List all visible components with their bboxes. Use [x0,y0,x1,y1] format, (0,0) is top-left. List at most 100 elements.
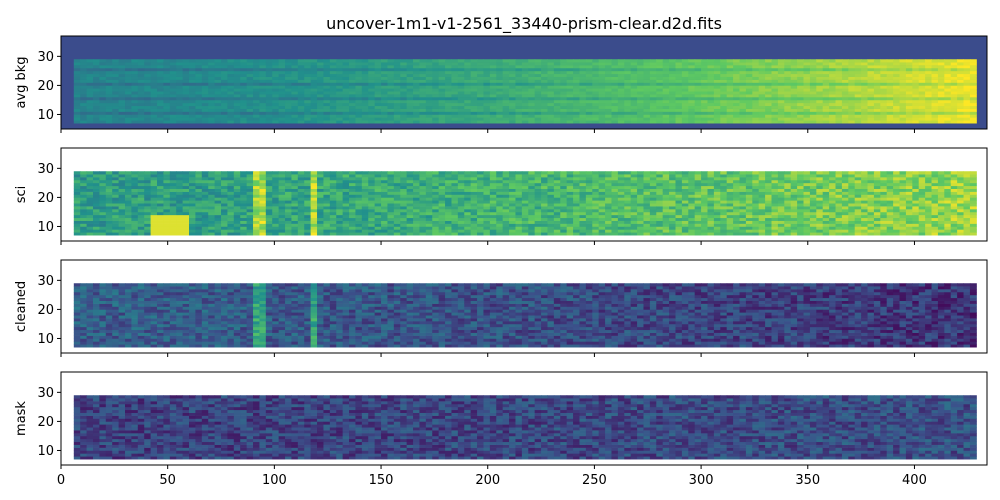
heatmap-cell [169,191,177,195]
heatmap-cell [765,97,772,101]
heatmap-cell [317,120,324,124]
heatmap-cell [937,62,945,66]
heatmap-cell [950,67,958,72]
heatmap-cell [521,94,529,98]
heatmap-cell [649,97,657,101]
heatmap-cell [861,97,869,101]
heatmap-cell [899,79,907,83]
heatmap-cell [649,102,657,107]
heatmap-cell [585,59,593,63]
heatmap-cell [227,62,235,66]
heatmap-cell [131,97,139,101]
heatmap-cell [861,79,869,83]
heatmap-cell [86,70,94,75]
heatmap-cell [259,85,267,89]
heatmap-cell [784,82,792,86]
heatmap-cell [553,85,561,89]
heatmap-cell [246,94,254,98]
heatmap-cell [585,88,593,92]
heatmap-cell [566,217,574,221]
heatmap-cell [950,88,958,92]
heatmap-cell [873,99,881,104]
heatmap-cell [272,76,280,80]
heatmap-cell [387,200,395,204]
heatmap-cell [630,65,638,69]
heatmap-cell [937,76,945,80]
heatmap-cell [477,94,484,98]
heatmap-cell [73,91,81,95]
heatmap-cell [669,62,676,66]
heatmap-cell [374,62,382,66]
heatmap-cell [457,203,465,207]
heatmap-cell [541,102,548,107]
heatmap-cell [438,229,446,233]
heatmap-cell [329,65,337,69]
heatmap-cell [105,73,113,77]
heatmap-cell [393,229,401,233]
heatmap-cell [925,99,933,104]
heatmap-cell [515,114,523,118]
heatmap-cell [445,229,452,233]
heatmap-cell [541,70,548,75]
heatmap-cell [150,94,158,98]
heatmap-cell [521,211,529,216]
heatmap-cell [137,226,145,230]
heatmap-cell [515,97,523,101]
heatmap-cell [528,76,536,80]
heatmap-cell [374,65,382,69]
heatmap-cell [579,220,587,224]
heatmap-cell [784,111,792,115]
heatmap-cell [528,211,536,216]
heatmap-cell [451,179,459,184]
heatmap-cell [310,105,318,109]
heatmap-cell [496,88,504,92]
heatmap-cell [662,111,670,115]
heatmap-cell [585,194,593,198]
heatmap-cell [566,67,574,72]
heatmap-cell [688,97,696,101]
heatmap-cell [553,200,561,204]
heatmap-cell [585,206,593,210]
heatmap-cell [285,76,292,80]
heatmap-cell [457,194,465,198]
heatmap-cell [438,105,446,109]
heatmap-cell [496,211,504,216]
heatmap-cell [291,102,299,107]
heatmap-cell [611,105,619,109]
heatmap-cell [701,82,708,86]
heatmap-cell [656,117,664,121]
heatmap-cell [176,171,184,175]
heatmap-cell [611,79,619,83]
heatmap-cell [445,226,452,230]
heatmap-cell [169,185,177,189]
heatmap-cell [336,82,344,86]
heatmap-cell [560,91,568,95]
heatmap-cell [758,114,766,118]
heatmap-cell [451,73,459,77]
heatmap-cell [208,185,216,189]
heatmap-cell [425,232,433,236]
heatmap-cell [464,209,472,213]
heatmap-cell [944,76,952,80]
heatmap-cell [291,120,299,124]
heatmap-cell [355,211,363,216]
heatmap-cell [86,220,94,224]
heatmap-cell [547,73,555,77]
heatmap-cell [240,102,248,107]
heatmap-cell [381,117,388,121]
heatmap-cell [73,120,81,124]
heatmap-cell [547,203,555,207]
heatmap-cell [393,117,401,121]
heatmap-cell [144,209,152,213]
heatmap-cell [304,177,312,181]
heatmap-cell [195,70,203,75]
heatmap-cell [381,82,388,86]
heatmap-cell [176,88,184,92]
heatmap-cell [381,85,388,89]
heatmap-cell [272,203,280,207]
heatmap-cell [157,111,164,115]
heatmap-cell [323,94,331,98]
heatmap-cell [112,194,120,198]
heatmap-cell [669,88,676,92]
heatmap-cell [854,91,862,95]
